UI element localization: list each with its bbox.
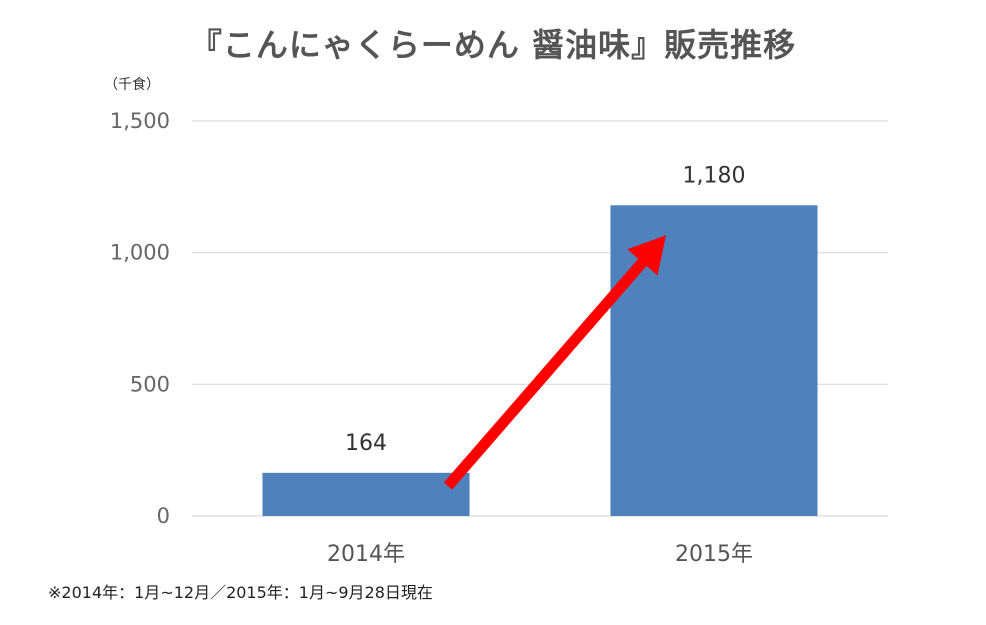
trend-arrow-shaft: [443, 258, 647, 490]
y-tick-label: 1,500: [110, 109, 170, 133]
footnote: ※2014年：1月~12月／2015年：1月~9月28日現在: [48, 583, 433, 602]
x-category-label: 2015年: [675, 542, 753, 567]
trend-arrow-head: [627, 235, 666, 276]
y-axis-unit-label: （千食）: [104, 77, 160, 93]
chart-title: 『こんにゃくらーめん 醤油味』販売推移: [189, 26, 797, 64]
data-label: 164: [345, 431, 387, 456]
bar: [262, 472, 470, 516]
y-tick-label: 0: [157, 504, 170, 528]
x-category-label: 2014年: [327, 542, 405, 567]
y-tick-label: 500: [130, 372, 170, 396]
y-tick-label: 1,000: [110, 241, 170, 265]
data-label: 1,180: [683, 163, 746, 188]
